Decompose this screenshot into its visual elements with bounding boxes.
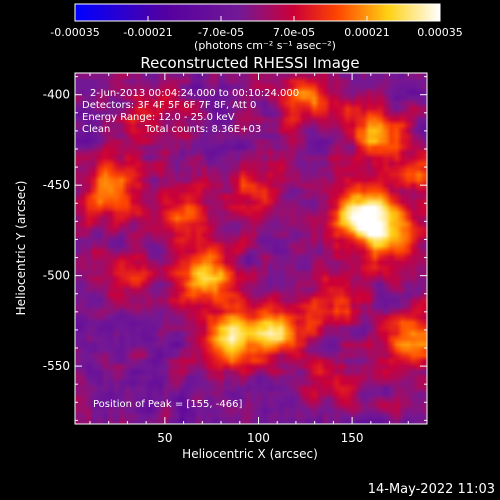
colorbar-tick-label: -7.0e-05 <box>198 26 244 39</box>
x-tick-label: 150 <box>341 431 364 445</box>
colorbar-tick-label: 0.00035 <box>417 26 463 39</box>
colorbar-image <box>75 4 440 21</box>
annotation-energy: Energy Range: 12.0 - 25.0 keV <box>82 112 235 123</box>
annotation-counts: Total counts: 8.36E+03 <box>144 124 261 135</box>
heatmap-image <box>75 73 427 424</box>
y-tick-label: -400 <box>43 88 70 102</box>
x-tick-label: 50 <box>157 431 172 445</box>
colorbar-tick-label: 7.0e-05 <box>273 26 315 39</box>
y-tick-label: -450 <box>43 178 70 192</box>
x-tick-label: 100 <box>247 431 270 445</box>
colorbar-ticks: -0.00035 -0.00021 -7.0e-05 7.0e-05 0.00021 0.… <box>50 16 463 39</box>
annotations: 2-Jun-2013 00:04:24.000 to 00:10:24.000 … <box>82 88 299 410</box>
colorbar-unit-label: (photons cm⁻² s⁻¹ asec⁻²) <box>194 39 336 52</box>
colorbar-tick-label: -0.00021 <box>123 26 172 39</box>
colorbar-tick-label: 0.00021 <box>344 26 390 39</box>
annotation-method: Clean <box>82 124 110 135</box>
annotation-detectors: Detectors: 3F 4F 5F 6F 7F 8F, Att 0 <box>82 100 256 111</box>
y-axis-label: Heliocentric Y (arcsec) <box>14 181 28 316</box>
colorbar-frame <box>74 3 441 22</box>
x-axis-label: Heliocentric X (arcsec) <box>182 447 318 461</box>
plot-frame <box>74 72 428 425</box>
colorbar: -0.00035 -0.00021 -7.0e-05 7.0e-05 0.00021 0.… <box>50 3 463 52</box>
chart-title: Reconstructed RHESSI Image <box>140 54 359 72</box>
annotation-time-range: 2-Jun-2013 00:04:24.000 to 00:10:24.000 <box>90 88 299 99</box>
y-tick-label: -500 <box>43 269 70 283</box>
footer-date: 14-May-2022 11:03 <box>368 482 495 497</box>
axes: 50 100 150 -400 -450 -500 -550 <box>43 73 427 445</box>
annotation-peak: Position of Peak = [155, -466] <box>93 399 242 410</box>
colorbar-tick-label: -0.00035 <box>50 26 99 39</box>
y-tick-label: -550 <box>43 359 70 373</box>
